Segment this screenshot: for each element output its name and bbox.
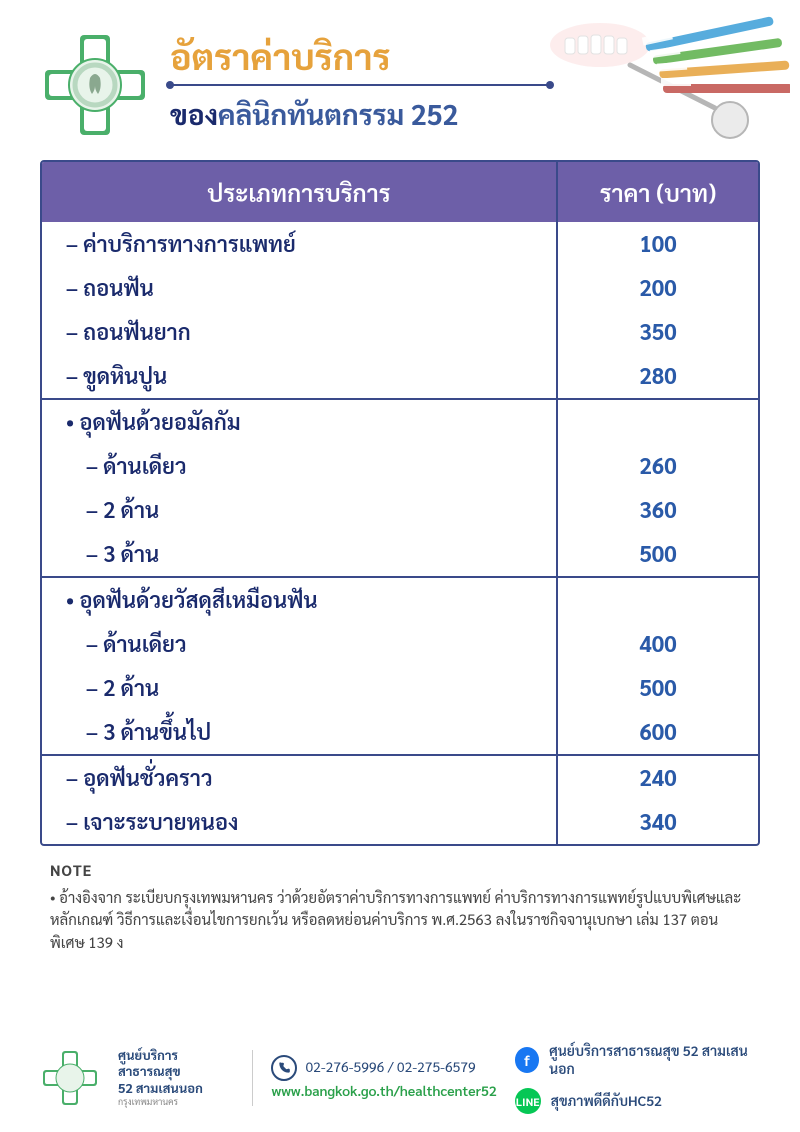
price-cell: 400 — [558, 622, 758, 666]
footer-social: f ศูนย์บริการสาธารณสุข 52 สามเสนนอก LINE… — [515, 1042, 760, 1114]
note-text: อ้างอิงจาก ระเบียบกรุงเทพมหานคร ว่าด้วยอ… — [50, 887, 750, 955]
service-cell: 3 ด้าน — [42, 532, 558, 576]
service-cell: 2 ด้าน — [42, 488, 558, 532]
table-row: ขูดหินปูน280 — [42, 354, 758, 398]
table-row: ด้านเดียว400 — [42, 622, 758, 666]
facebook-text: ศูนย์บริการสาธารณสุข 52 สามเสนนอก — [549, 1042, 760, 1078]
price-cell: 260 — [558, 444, 758, 488]
clinic-logo-icon — [40, 30, 150, 140]
service-cell: ถอนฟันยาก — [42, 310, 558, 354]
price-table: ประเภทการบริการ ราคา (บาท) ค่าบริการทางก… — [40, 160, 760, 846]
phone-text: 02-276-5996 / 02-275-6579 — [305, 1057, 475, 1078]
price-cell: 280 — [558, 354, 758, 398]
table-row: 2 ด้าน360 — [42, 488, 758, 532]
note-title: NOTE — [50, 860, 750, 883]
price-cell: 240 — [558, 756, 758, 800]
table-heading-row: อุดฟันด้วยอมัลกัม — [42, 400, 758, 444]
page-title: อัตราค่าบริการ — [170, 35, 760, 78]
phone-icon — [271, 1055, 297, 1081]
table-body: ค่าบริการทางการแพทย์100ถอนฟัน200ถอนฟันยา… — [42, 222, 758, 844]
table-row: เจาะระบายหนอง340 — [42, 800, 758, 844]
table-heading-row: อุดฟันด้วยวัสดุสีเหมือนฟัน — [42, 578, 758, 622]
price-cell: 100 — [558, 222, 758, 266]
org-line2: 52 สามเสนนอก — [118, 1081, 234, 1097]
price-cell-empty — [558, 400, 758, 444]
footer-contact: 02-276-5996 / 02-275-6579 www.bangkok.go… — [271, 1055, 496, 1102]
price-cell: 600 — [558, 710, 758, 754]
footer-divider — [252, 1050, 254, 1106]
table-group: อุดฟันด้วยวัสดุสีเหมือนฟันด้านเดียว4002 … — [42, 576, 758, 754]
service-heading: อุดฟันด้วยวัสดุสีเหมือนฟัน — [42, 578, 558, 622]
table-header: ประเภทการบริการ ราคา (บาท) — [42, 162, 758, 222]
footer-org: ศูนย์บริการสาธารณสุข 52 สามเสนนอก กรุงเท… — [118, 1048, 234, 1108]
price-cell-empty — [558, 578, 758, 622]
service-cell: ถอนฟัน — [42, 266, 558, 310]
table-row: อุดฟันชั่วคราว240 — [42, 756, 758, 800]
table-group: อุดฟันชั่วคราว240เจาะระบายหนอง340 — [42, 754, 758, 844]
price-cell: 350 — [558, 310, 758, 354]
service-heading: อุดฟันด้วยอมัลกัม — [42, 400, 558, 444]
note-block: NOTE อ้างอิงจาก ระเบียบกรุงเทพมหานคร ว่า… — [50, 860, 750, 954]
price-cell: 340 — [558, 800, 758, 844]
facebook-icon: f — [515, 1047, 539, 1073]
price-cell: 500 — [558, 532, 758, 576]
table-row: 3 ด้าน500 — [42, 532, 758, 576]
service-cell: อุดฟันชั่วคราว — [42, 756, 558, 800]
service-cell: ค่าบริการทางการแพทย์ — [42, 222, 558, 266]
table-group: ค่าบริการทางการแพทย์100ถอนฟัน200ถอนฟันยา… — [42, 222, 758, 398]
page-subtitle: ของคลินิกทันตกรรม 252 — [170, 96, 760, 132]
table-row: 3 ด้านขึ้นไป600 — [42, 710, 758, 754]
website-text: www.bangkok.go.th/healthcenter52 — [271, 1081, 496, 1102]
service-cell: ด้านเดียว — [42, 622, 558, 666]
price-cell: 360 — [558, 488, 758, 532]
subtitle-name: คลินิกทันตกรรม 252 — [218, 96, 458, 132]
service-cell: 2 ด้าน — [42, 666, 558, 710]
service-cell: ด้านเดียว — [42, 444, 558, 488]
table-row: ถอนฟัน200 — [42, 266, 758, 310]
title-underline — [170, 84, 550, 86]
service-cell: ขูดหินปูน — [42, 354, 558, 398]
table-row: ด้านเดียว260 — [42, 444, 758, 488]
th-price: ราคา (บาท) — [558, 162, 758, 222]
line-icon: LINE — [515, 1088, 541, 1114]
service-cell: เจาะระบายหนอง — [42, 800, 558, 844]
header: อัตราค่าบริการ ของคลินิกทันตกรรม 252 — [0, 0, 800, 150]
th-service: ประเภทการบริการ — [42, 162, 558, 222]
table-group: อุดฟันด้วยอมัลกัมด้านเดียว2602 ด้าน3603 … — [42, 398, 758, 576]
price-cell: 500 — [558, 666, 758, 710]
table-row: 2 ด้าน500 — [42, 666, 758, 710]
footer-logo-icon — [40, 1048, 100, 1108]
line-text: สุขภาพดีดีกับHC52 — [551, 1092, 662, 1110]
table-row: ค่าบริการทางการแพทย์100 — [42, 222, 758, 266]
footer: ศูนย์บริการสาธารณสุข 52 สามเสนนอก กรุงเท… — [40, 1042, 760, 1114]
subtitle-prefix: ของ — [170, 96, 218, 132]
price-cell: 200 — [558, 266, 758, 310]
service-cell: 3 ด้านขึ้นไป — [42, 710, 558, 754]
table-row: ถอนฟันยาก350 — [42, 310, 758, 354]
org-line3: กรุงเทพมหานคร — [118, 1097, 234, 1108]
org-line1: ศูนย์บริการสาธารณสุข — [118, 1048, 234, 1081]
